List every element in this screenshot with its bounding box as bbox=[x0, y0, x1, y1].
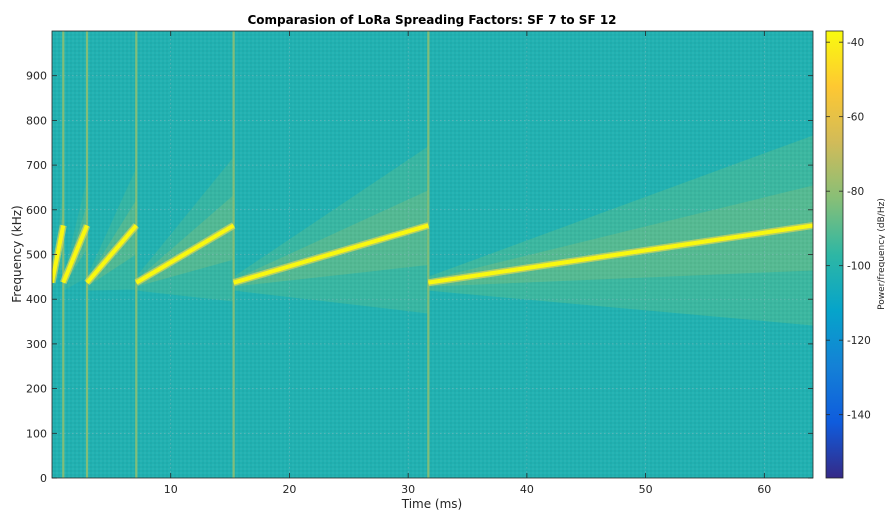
x-tick-label: 50 bbox=[639, 483, 653, 496]
x-axis-ticks: 10 20 30 40 50 60 bbox=[164, 31, 771, 496]
y-tick-label: 100 bbox=[26, 427, 47, 440]
chirp-layer bbox=[52, 221, 813, 287]
grid-layer bbox=[52, 31, 813, 478]
colorbar-tick-label: -100 bbox=[847, 261, 871, 273]
y-tick-label: 900 bbox=[26, 70, 47, 83]
y-tick-label: 600 bbox=[26, 204, 47, 217]
x-tick-label: 60 bbox=[757, 483, 771, 496]
chirp-line bbox=[61, 224, 89, 284]
chart-title: Comparasion of LoRa Spreading Factors: S… bbox=[247, 13, 616, 27]
x-tick-label: 20 bbox=[282, 483, 296, 496]
chirp-line bbox=[428, 223, 813, 285]
colorbar-tick-label: -40 bbox=[847, 37, 864, 49]
colorbar-tick-label: -140 bbox=[847, 410, 871, 422]
plot-area bbox=[52, 31, 813, 478]
chirp-line bbox=[52, 225, 66, 284]
x-tick-label: 10 bbox=[164, 483, 178, 496]
chirp-line bbox=[85, 224, 138, 284]
y-tick-label: 200 bbox=[26, 383, 47, 396]
colorbar-tick-label: -120 bbox=[847, 335, 871, 347]
y-tick-label: 400 bbox=[26, 293, 47, 306]
y-tick-label: 300 bbox=[26, 338, 47, 351]
chirp-line bbox=[233, 223, 429, 285]
colorbar bbox=[825, 30, 844, 479]
chirp-line bbox=[135, 223, 235, 285]
colorbar-ticks: -140 -120 -100 -80 -60 -40 bbox=[826, 37, 871, 422]
y-tick-label: 800 bbox=[26, 114, 47, 127]
transition-layer bbox=[62, 31, 430, 478]
x-tick-label: 40 bbox=[520, 483, 534, 496]
y-axis-ticks: 0 100 200 300 400 500 600 700 800 900 bbox=[26, 70, 813, 485]
x-tick-label: 30 bbox=[401, 483, 415, 496]
y-tick-label: 500 bbox=[26, 249, 47, 262]
y-axis-label: Frequency (kHz) bbox=[10, 205, 24, 302]
y-tick-label: 0 bbox=[40, 472, 47, 485]
y-tick-label: 700 bbox=[26, 159, 47, 172]
colorbar-label: Power/frequency (dB/Hz) bbox=[877, 198, 885, 310]
colorbar-tick-label: -60 bbox=[847, 112, 864, 124]
colorbar-tick-label: -80 bbox=[847, 186, 864, 198]
x-axis-label: Time (ms) bbox=[401, 497, 463, 511]
